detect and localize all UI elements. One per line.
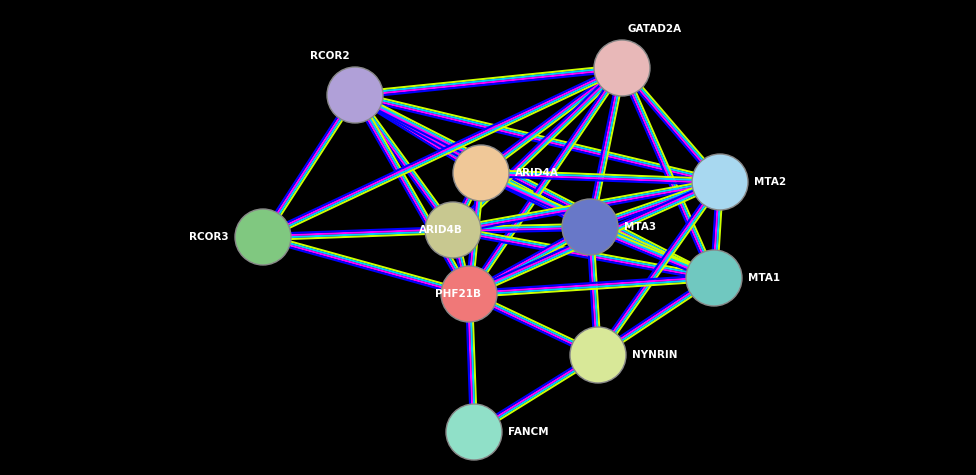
Text: MTA1: MTA1 — [748, 273, 780, 283]
Text: RCOR3: RCOR3 — [189, 232, 229, 242]
Text: ARID4B: ARID4B — [419, 225, 463, 235]
Circle shape — [562, 199, 618, 255]
Text: ARID4A: ARID4A — [515, 168, 559, 178]
Text: FANCM: FANCM — [508, 427, 549, 437]
Circle shape — [327, 67, 383, 123]
Circle shape — [425, 202, 481, 258]
Text: MTA3: MTA3 — [624, 222, 656, 232]
Circle shape — [686, 250, 742, 306]
Text: NYNRIN: NYNRIN — [632, 350, 677, 360]
Circle shape — [692, 154, 748, 210]
Circle shape — [235, 209, 291, 265]
Circle shape — [453, 145, 509, 201]
Circle shape — [594, 40, 650, 96]
Circle shape — [441, 266, 497, 322]
Circle shape — [446, 404, 502, 460]
Text: MTA2: MTA2 — [754, 177, 786, 187]
Text: GATAD2A: GATAD2A — [627, 24, 681, 34]
Text: RCOR2: RCOR2 — [310, 51, 350, 61]
Text: PHF21B: PHF21B — [435, 289, 481, 299]
Circle shape — [570, 327, 626, 383]
